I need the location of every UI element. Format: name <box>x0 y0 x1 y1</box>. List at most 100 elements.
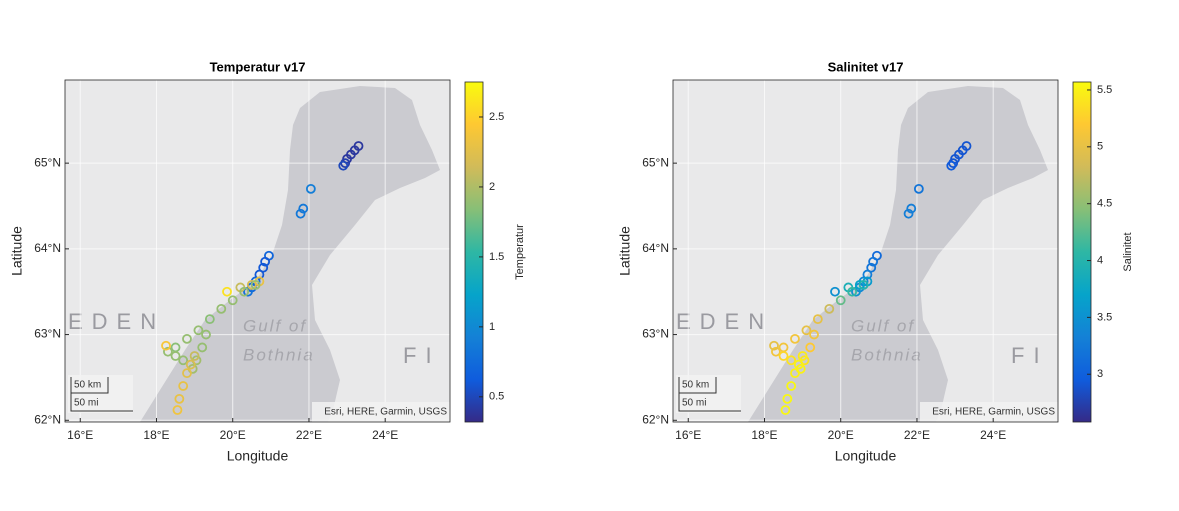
chart-title: Temperatur v17 <box>210 59 306 74</box>
x-tick-label: 20°E <box>220 428 246 442</box>
data-point <box>786 355 797 366</box>
map-label: Bothnia <box>851 345 923 364</box>
colorbar-tick-label: 5 <box>1097 141 1103 153</box>
map-label: Bothnia <box>243 345 315 364</box>
data-point <box>868 256 879 267</box>
colorbar-tick-label: 2 <box>489 181 495 193</box>
data-point <box>353 141 364 151</box>
y-tick-label: 65°N <box>34 155 61 169</box>
y-axis-label: Latitude <box>9 226 25 276</box>
data-point <box>178 355 189 366</box>
data-point <box>854 279 865 290</box>
data-point <box>161 340 171 351</box>
chart-title: Salinitet v17 <box>828 59 904 74</box>
data-point <box>961 141 972 151</box>
colorbar-tick-label: 2.5 <box>489 111 504 123</box>
data-point <box>858 279 869 290</box>
data-point <box>913 183 924 194</box>
data-point <box>260 256 271 267</box>
data-point <box>172 405 183 415</box>
colorbar-tick-label: 0.5 <box>489 391 504 403</box>
scalebar <box>678 377 741 412</box>
map-label: Gulf of <box>851 316 915 335</box>
x-tick-label: 16°E <box>67 428 93 442</box>
map-layer: EDEN Gulf of Bothnia FI 50 km 50 mi Esri, HERE… <box>65 80 450 422</box>
data-point <box>769 340 779 351</box>
data-point <box>182 368 192 379</box>
x-tick-label: 16°E <box>675 428 701 442</box>
scalebar-label: 50 mi <box>682 398 706 409</box>
colorbar-label: Salinitet <box>1122 232 1134 271</box>
scalebar-label: 50 mi <box>74 398 98 409</box>
attribution-box <box>920 402 1058 422</box>
x-axis-label: Longitude <box>835 448 897 464</box>
data-point <box>239 286 250 297</box>
data-point <box>835 295 846 306</box>
data-point <box>201 329 211 340</box>
data-point <box>298 203 309 214</box>
data-point <box>338 160 349 171</box>
data-point <box>797 351 808 361</box>
data-point <box>170 351 181 361</box>
data-point <box>786 381 797 391</box>
data-point <box>197 342 208 353</box>
colorbar-tick-label: 1 <box>489 321 495 333</box>
x-tick-label: 24°E <box>980 428 1006 442</box>
colorbar-tick-label: 3 <box>1097 368 1103 380</box>
data-point <box>178 381 189 391</box>
y-tick-label: 64°N <box>642 241 669 255</box>
data-point <box>805 342 816 353</box>
data-point <box>778 351 789 361</box>
data-point <box>216 303 227 314</box>
data-point <box>305 183 316 194</box>
data-point <box>227 295 238 306</box>
colorbar-tick-label: 5.5 <box>1097 84 1112 96</box>
scalebar <box>70 377 133 412</box>
data-point <box>163 346 173 357</box>
attribution: Esri, HERE, Garmin, USGS <box>324 407 447 418</box>
colorbar <box>464 81 484 423</box>
data-point <box>824 303 835 314</box>
scalebar-label: 50 km <box>682 380 709 391</box>
y-tick-label: 62°N <box>642 412 669 426</box>
scalebar-box <box>68 375 133 413</box>
y-tick-label: 65°N <box>642 155 669 169</box>
data-point <box>185 359 196 370</box>
colorbar-tick-label: 4.5 <box>1097 198 1112 210</box>
data-point <box>790 333 800 344</box>
x-tick-label: 22°E <box>904 428 930 442</box>
x-tick-label: 22°E <box>296 428 322 442</box>
scalebar-box <box>676 375 741 413</box>
data-point <box>246 279 257 290</box>
data-point <box>906 203 917 214</box>
y-tick-label: 64°N <box>34 241 61 255</box>
scalebar-label: 50 km <box>74 380 101 391</box>
colorbar <box>1072 81 1092 423</box>
axes-frame <box>64 79 451 423</box>
data-point <box>790 368 800 379</box>
data-point <box>189 351 200 361</box>
data-point <box>847 286 858 297</box>
y-tick-label: 63°N <box>34 327 61 341</box>
data-point <box>782 393 793 404</box>
data-point <box>903 208 914 219</box>
map-label: FI <box>1011 343 1049 368</box>
map-layer: EDEN Gulf of Bothnia FI 50 km 50 mi Esri, HERE… <box>673 80 1058 422</box>
data-point <box>204 314 215 325</box>
data-point <box>174 393 185 404</box>
data-point <box>250 279 261 290</box>
basemap-right <box>673 80 1058 422</box>
basemap-left <box>65 80 450 422</box>
colorbar-tick-label: 1.5 <box>489 251 504 263</box>
y-tick-label: 62°N <box>34 412 61 426</box>
colorbar-tick-label: 3.5 <box>1097 311 1112 323</box>
x-tick-label: 18°E <box>143 428 169 442</box>
attribution: Esri, HERE, Garmin, USGS <box>932 407 1055 418</box>
x-tick-label: 18°E <box>751 428 777 442</box>
data-point <box>830 286 840 297</box>
map-label: EDEN <box>676 309 773 334</box>
y-tick-label: 63°N <box>642 327 669 341</box>
y-axis-label: Latitude <box>617 226 633 276</box>
data-point <box>295 208 306 219</box>
